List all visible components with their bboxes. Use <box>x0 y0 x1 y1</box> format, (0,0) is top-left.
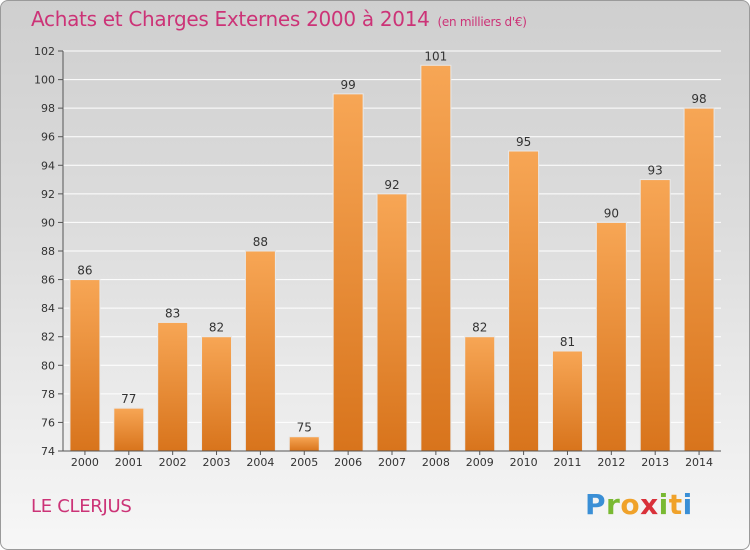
data-label: 83 <box>165 306 180 320</box>
commune-name: LE CLERJUS <box>31 496 132 517</box>
bar[interactable] <box>69 279 101 452</box>
x-tick-label: 2003 <box>203 456 231 469</box>
x-tick-label: 2013 <box>641 456 669 469</box>
data-label: 75 <box>297 421 312 435</box>
logo-letter: i <box>682 488 693 521</box>
bar[interactable] <box>288 436 320 452</box>
logo-letter: t <box>668 488 683 521</box>
bar[interactable] <box>244 250 276 452</box>
logo-letter: P <box>585 488 607 521</box>
bar[interactable] <box>639 179 671 452</box>
data-label: 101 <box>424 49 447 63</box>
y-tick-label: 82 <box>41 331 55 344</box>
bar[interactable] <box>595 221 627 452</box>
y-tick-label: 94 <box>41 159 55 172</box>
data-label: 88 <box>253 235 268 249</box>
data-label: 82 <box>472 321 487 335</box>
x-tick-label: 2011 <box>553 456 581 469</box>
logo-letter: r <box>606 488 621 521</box>
chart-title: Achats et Charges Externes 2000 à 2014 (e… <box>31 7 527 31</box>
y-tick-label: 102 <box>34 45 55 58</box>
bar[interactable] <box>464 336 496 452</box>
axes: 74 76 78 80 82 84 86 88 90 92 94 96 98 100 102 2000 2001… <box>34 45 721 469</box>
x-tick-label: 2010 <box>510 456 538 469</box>
data-label: 95 <box>516 135 531 149</box>
x-tick-label: 2012 <box>597 456 625 469</box>
bar[interactable] <box>332 93 364 452</box>
logo-letter: x <box>640 488 659 521</box>
x-tick-label: 2008 <box>422 456 450 469</box>
bar[interactable] <box>508 150 540 452</box>
bar[interactable] <box>113 407 145 452</box>
x-tick-label: 2000 <box>71 456 99 469</box>
bars <box>69 64 715 452</box>
y-tick-label: 76 <box>41 416 55 429</box>
x-tick-label: 2002 <box>159 456 187 469</box>
y-tick-label: 98 <box>41 102 55 115</box>
bar[interactable] <box>201 336 233 452</box>
x-tick-label: 2007 <box>378 456 406 469</box>
data-label: 99 <box>340 78 355 92</box>
data-label: 81 <box>560 335 575 349</box>
y-tick-label: 80 <box>41 359 55 372</box>
chart-title-text: Achats et Charges Externes 2000 à 2014 <box>31 7 430 31</box>
x-tick-label: 2014 <box>685 456 713 469</box>
data-label: 77 <box>121 392 136 406</box>
y-tick-label: 78 <box>41 388 55 401</box>
y-tick-label: 88 <box>41 245 55 258</box>
logo-letter: o <box>620 488 641 521</box>
data-label: 90 <box>604 206 619 220</box>
y-tick-label: 74 <box>41 445 55 458</box>
logo-letter: i <box>658 488 669 521</box>
x-tick-label: 2009 <box>466 456 494 469</box>
x-tick-label: 2005 <box>290 456 318 469</box>
x-tick-label: 2006 <box>334 456 362 469</box>
bar[interactable] <box>376 193 408 452</box>
data-label: 92 <box>384 178 399 192</box>
data-label: 86 <box>77 264 92 278</box>
data-label: 82 <box>209 321 224 335</box>
x-tick-label: 2001 <box>115 456 143 469</box>
data-label: 93 <box>648 164 663 178</box>
data-labels: 86 77 83 82 88 75 99 92 101 82 95 81 90 93 98 <box>77 49 706 434</box>
bar[interactable] <box>420 64 452 452</box>
y-tick-label: 92 <box>41 188 55 201</box>
y-tick-label: 100 <box>34 74 55 87</box>
y-tick-label: 84 <box>41 302 55 315</box>
bar[interactable] <box>157 321 189 452</box>
y-tick-label: 90 <box>41 216 55 229</box>
data-label: 98 <box>691 92 706 106</box>
proxiti-logo[interactable]: Proxiti <box>585 488 693 521</box>
chart-title-unit: (en milliers d'€) <box>437 15 527 29</box>
bar[interactable] <box>551 350 583 452</box>
y-tick-label: 96 <box>41 131 55 144</box>
y-tick-label: 86 <box>41 274 55 287</box>
bar[interactable] <box>683 107 715 452</box>
x-tick-label: 2004 <box>246 456 274 469</box>
